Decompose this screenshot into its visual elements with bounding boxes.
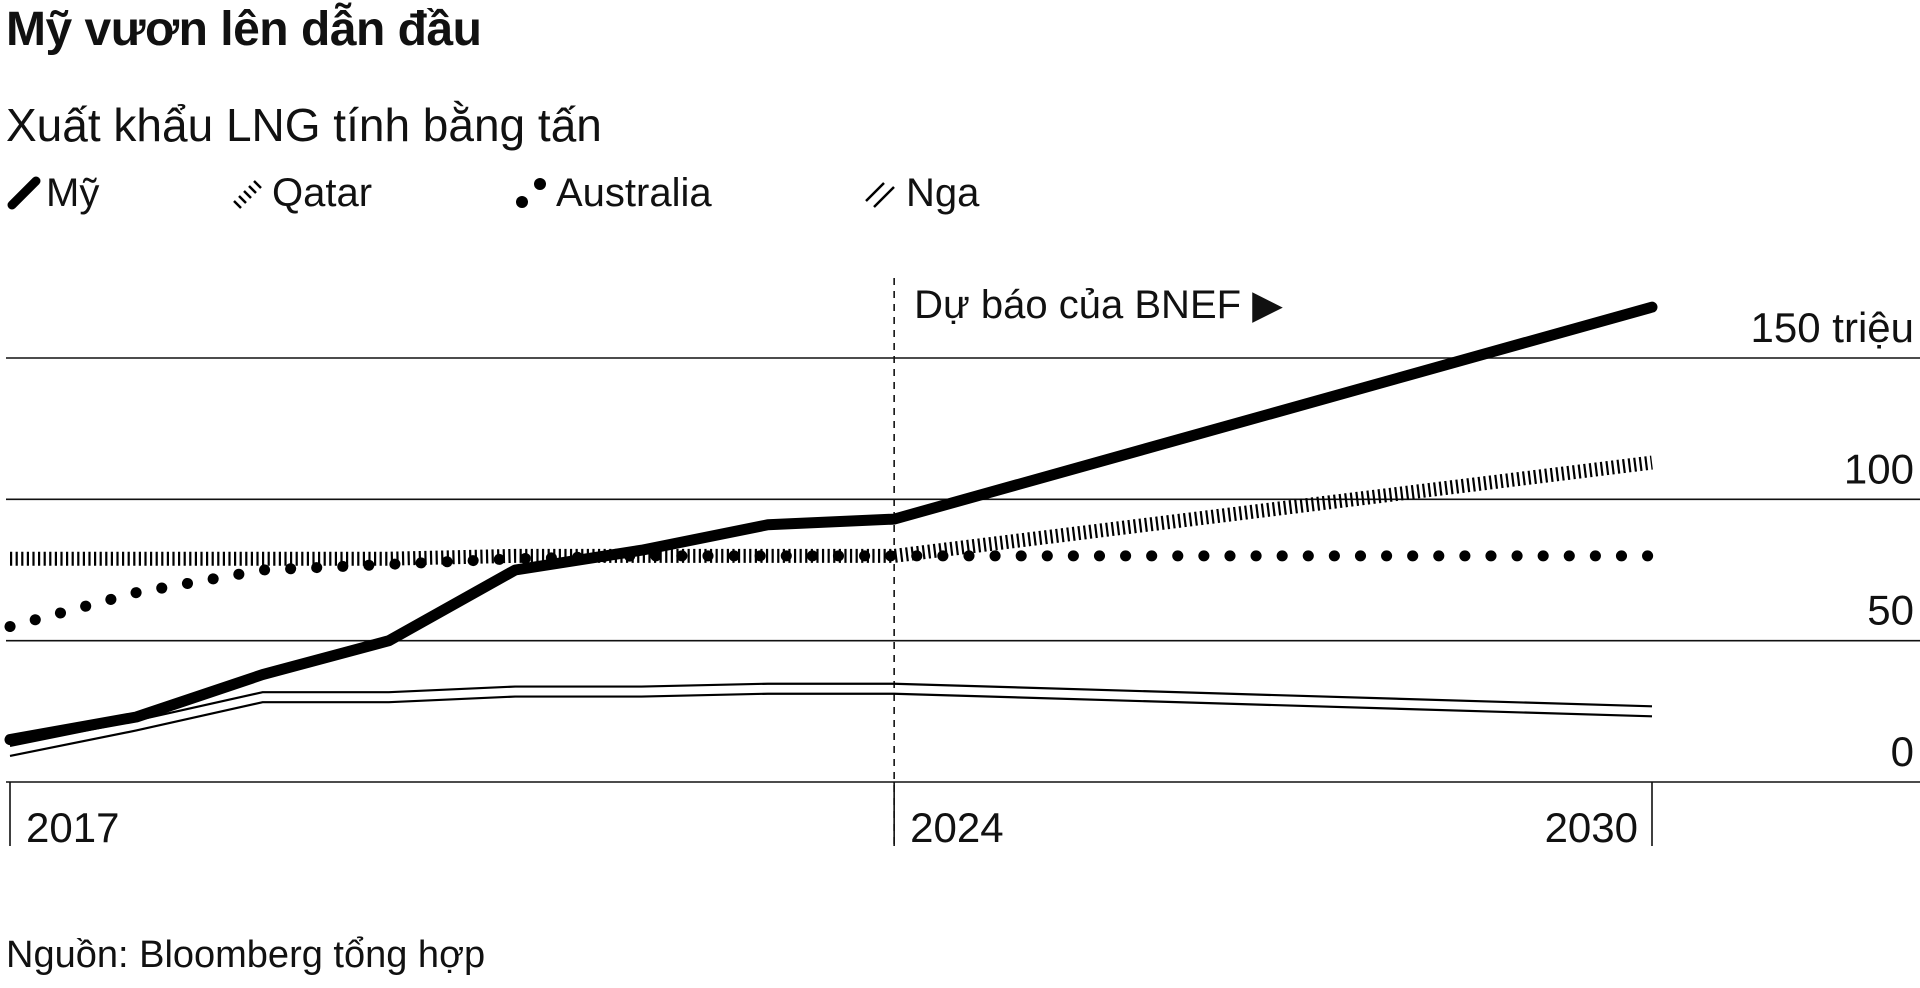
dots-icon [516,178,546,208]
x-tick-label-2030: 2030 [1545,804,1638,851]
double-line-icon [865,182,895,208]
series-nga-line-upper [9,682,1653,747]
series-nga-line-lower [9,692,1653,757]
legend-label-australia: Australia [556,170,712,215]
y-tick-label-150: 150 triệu [1751,304,1914,351]
legend-label-qatar: Qatar [272,170,373,215]
series-australia-line [4,550,1658,633]
series-qatar-line [10,455,1653,566]
source-note: Nguồn: Bloomberg tổng hợp [6,934,486,976]
legend-item-australia: Australia [512,168,712,218]
y-tick-label-0: 0 [1891,728,1914,775]
legend-label-my: Mỹ [46,170,100,215]
forecast-label: Dự báo của BNEF ▶ [914,283,1283,327]
legend-label-nga: Nga [906,170,980,215]
chart-subtitle: Xuất khẩu LNG tính bằng tấn [6,99,602,151]
legend-item-nga: Nga [862,168,979,218]
x-tick-label-2017: 2017 [26,804,119,851]
x-tick-label-2024: 2024 [910,804,1003,851]
solid-stroke-icon [7,176,41,210]
y-tick-label-50: 50 [1867,587,1914,634]
y-tick-label-100: 100 [1844,445,1914,492]
chart-title: Mỹ vươn lên dẫn đầu [6,3,482,56]
legend: Mỹ Qatar Australia Nga [0,168,1100,218]
legend-item-qatar: Qatar [228,168,372,218]
legend-item-my: Mỹ [6,168,99,218]
hatched-stroke-icon [233,180,262,209]
series-my-line [4,301,1658,746]
